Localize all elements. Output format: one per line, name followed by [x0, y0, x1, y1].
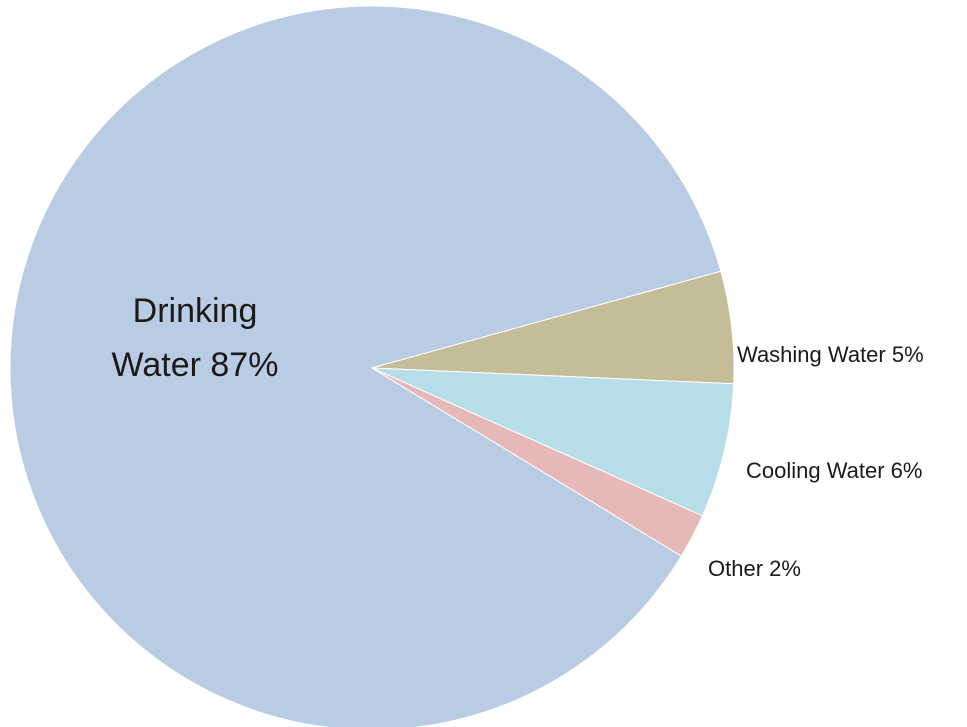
slice-label: Other 2% [708, 556, 801, 581]
slice-label: Washing Water 5% [737, 342, 924, 367]
pie-labels: Drinking Water 87% Washing Water 5% Cooling… [112, 292, 924, 581]
pie-slices [9, 5, 735, 727]
pie-slice [9, 5, 722, 727]
pie-slice [371, 367, 735, 517]
slice-label: Cooling Water 6% [746, 458, 922, 483]
slice-label: Drinking Water 87% [112, 292, 279, 384]
pie-slice [371, 367, 704, 557]
